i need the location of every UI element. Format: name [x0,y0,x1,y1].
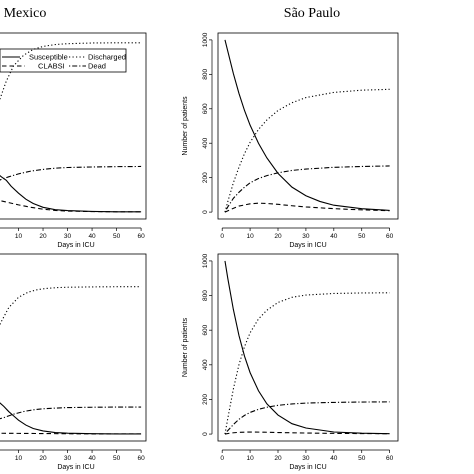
y-tick-label: 1000 [202,253,209,268]
x-tick-label: 40 [88,233,96,240]
x-axis-label: Days in ICU [57,242,94,249]
x-tick-label: 30 [302,455,310,462]
x-tick-label: 50 [358,233,366,240]
plot-frame [217,32,399,220]
panel-2: 0 10 20 30 40 50 60 Days in ICU 0 200 400 600 800 100… [182,32,399,249]
y-tick-label: 600 [202,103,209,114]
panel-title-sao-paulo: São Paulo [284,6,340,21]
y-tick-label: 400 [202,359,209,370]
legend-label-dead: Dead [88,62,106,71]
x-axis-label: Days in ICU [289,464,326,471]
y-axis-label: Number of patients [182,96,189,156]
legend-label-susceptible: Susceptible [29,53,68,62]
series-dead-line [0,165,142,181]
x-tick-label: 60 [386,233,394,240]
legend-label-discharged: Discharged [88,53,126,62]
y-tick-label: 1000 [202,32,209,47]
y-tick-label: 200 [202,394,209,405]
series-dead-line [224,401,390,435]
series-discharged-line [224,88,390,213]
x-tick-label: 0 [220,455,224,462]
x-tick-label: 10 [246,233,254,240]
series-susceptible-line [224,260,390,435]
x-tick-label: 0 [220,233,224,240]
series-clabsi-line [224,202,390,213]
plot-frame [0,32,147,220]
x-tick-label: 10 [15,233,23,240]
x-axis-label: Days in ICU [289,242,326,249]
y-tick-label: 200 [202,172,209,183]
x-tick-label: 30 [64,233,72,240]
plot-frame [217,253,399,442]
x-tick-label: 20 [39,455,47,462]
series-discharged-line [0,42,142,101]
x-tick-label: 40 [330,233,338,240]
series-susceptible-line [0,175,142,213]
panels: 0 10 20 30 40 50 60 Days in ICU 0 10 20 30 40 50 60 Day… [0,32,399,471]
x-tick-label: 30 [302,233,310,240]
x-tick-label: 10 [15,455,23,462]
y-tick-label: 600 [202,324,209,335]
x-tick-label: 60 [137,233,145,240]
x-tick-label: 40 [330,455,338,462]
y-tick-label: 400 [202,137,209,148]
y-tick-label: 0 [202,210,209,214]
x-tick-label: 20 [274,455,282,462]
plot-frame [0,253,147,442]
series-dead-line [224,165,390,213]
legend-label-clabsi: CLABSI [38,62,65,71]
legend: Susceptible Discharged CLABSI Dead [0,48,127,73]
legend-box [0,48,127,73]
y-tick-label: 800 [202,290,209,301]
panel-title-mexico: Mexico [4,6,47,21]
x-tick-label: 60 [386,455,394,462]
series-clabsi-line [0,432,142,435]
series-clabsi-line [0,200,142,213]
y-tick-label: 800 [202,69,209,80]
x-tick-label: 40 [88,455,96,462]
x-tick-label: 50 [113,233,121,240]
x-axis-label: Days in ICU [57,464,94,471]
y-axis-label: Number of patients [182,317,189,377]
x-tick-label: 50 [113,455,121,462]
series-discharged-line [224,292,390,435]
x-tick-label: 30 [64,455,72,462]
series-dead-line [0,406,142,420]
x-tick-label: 60 [137,455,145,462]
panel-4: 0 10 20 30 40 50 60 Days in ICU 0 200 400 600 800 100… [182,253,399,471]
series-discharged-line [0,286,142,326]
x-tick-label: 50 [358,455,366,462]
series-susceptible-line [0,402,142,435]
x-tick-label: 10 [246,455,254,462]
series-clabsi-line [224,431,390,435]
y-tick-label: 0 [202,432,209,436]
x-tick-label: 20 [274,233,282,240]
x-tick-label: 20 [39,233,47,240]
series-susceptible-line [224,39,390,211]
